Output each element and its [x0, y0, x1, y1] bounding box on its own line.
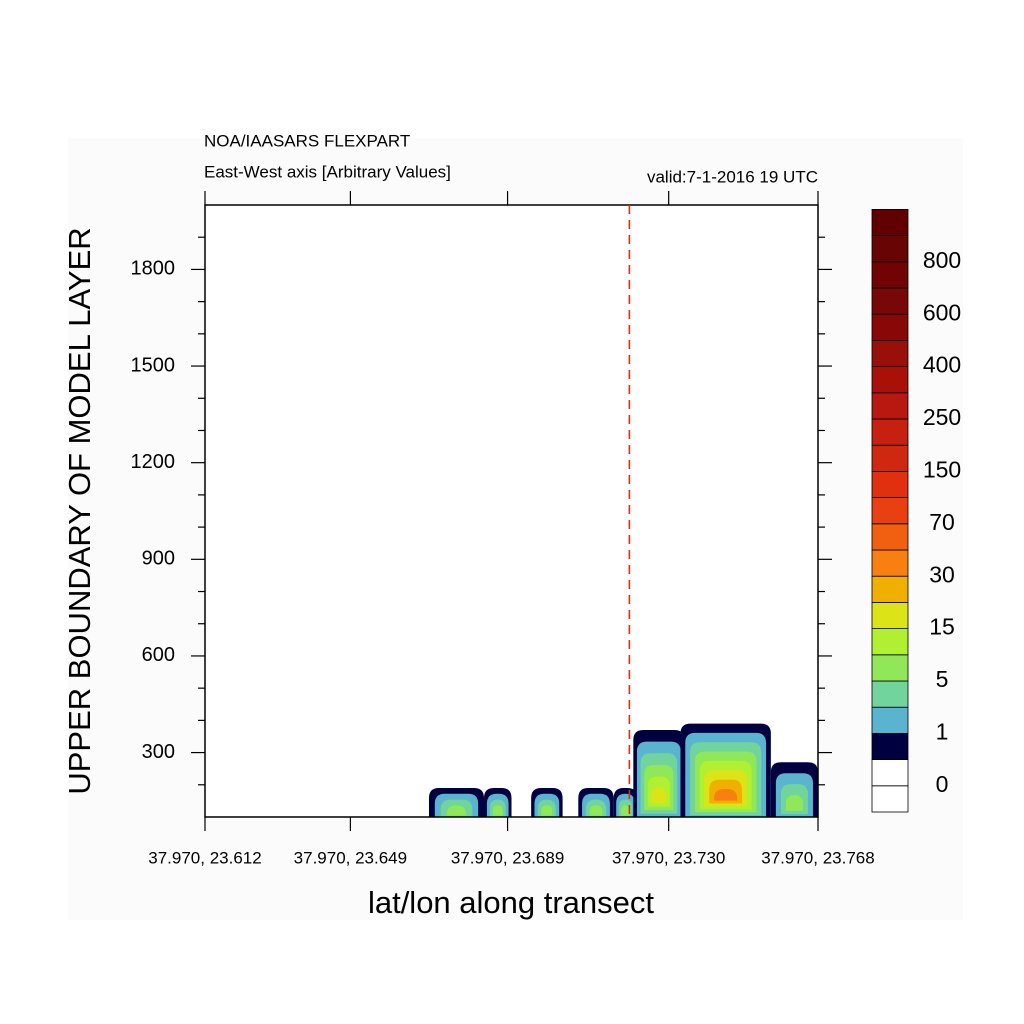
y-tick-label: 1500: [131, 354, 176, 376]
colorbar-box: [871, 733, 909, 761]
colorbar-label: 250: [923, 404, 961, 430]
colorbar-label: 70: [929, 509, 955, 535]
colorbar-box: [871, 261, 909, 289]
colorbar-label: 15: [929, 614, 955, 640]
contours: [428, 723, 818, 817]
x-tick-label: 37.970, 23.768: [761, 848, 874, 867]
colorbar-box: [871, 602, 909, 630]
x-tick-label: 37.970, 23.649: [294, 848, 407, 867]
colorbar-box: [871, 706, 909, 734]
contour-layer: [651, 788, 667, 803]
colorbar-box: [871, 392, 909, 420]
y-axis-label: UPPER BOUNDARY OF MODEL LAYER: [62, 227, 97, 794]
contour-layer: [785, 795, 803, 811]
y-tick-label: 1800: [131, 258, 176, 280]
colorbar-box: [871, 759, 909, 787]
colorbar-label: 5: [936, 666, 949, 692]
chart-title: NOA/IAASARS FLEXPART: [204, 131, 410, 150]
y-tick-label: 300: [142, 741, 175, 763]
colorbar-box: [871, 680, 909, 708]
contour-layer: [714, 788, 738, 801]
contour-layer: [446, 805, 467, 816]
x-tick-label: 37.970, 23.612: [148, 848, 261, 867]
y-tick-label: 600: [142, 644, 175, 666]
colorbar-label: 30: [929, 561, 955, 587]
x-tick-label: 37.970, 23.689: [451, 848, 564, 867]
chart-subtitle: East-West axis [Arbitrary Values]: [204, 162, 451, 181]
colorbar-box: [871, 575, 909, 603]
valid-time: valid:7-1-2016 19 UTC: [647, 167, 818, 186]
y-tick-label: 1200: [131, 451, 176, 473]
x-axis-label: lat/lon along transect: [368, 885, 654, 920]
plot-area: [205, 205, 818, 817]
colorbar-label: 1: [936, 718, 949, 744]
colorbar-label: 0: [936, 771, 949, 797]
colorbar-box: [871, 470, 909, 498]
colorbar-box: [871, 287, 909, 315]
x-tick-label: 37.970, 23.730: [612, 848, 725, 867]
colorbar-label: 800: [923, 247, 961, 273]
contour-layer: [621, 805, 630, 816]
colorbar-label: 150: [923, 456, 961, 482]
colorbar-label: 400: [923, 352, 961, 378]
colorbar-box: [871, 628, 909, 656]
colorbar-box: [871, 549, 909, 577]
colorbar-box: [871, 313, 909, 341]
colorbar-box: [871, 418, 909, 446]
colorbar-box: [871, 339, 909, 367]
colorbar-box: [871, 235, 909, 263]
colorbar-box: [871, 523, 909, 551]
colorbar-box: [871, 654, 909, 682]
y-tick-label: 900: [142, 548, 175, 570]
colorbar-box: [871, 366, 909, 394]
contour-layer: [492, 805, 503, 816]
colorbar-box: [871, 208, 909, 236]
plot-frame: [204, 204, 819, 818]
contour-layer: [541, 805, 553, 816]
colorbar-box: [871, 444, 909, 472]
colorbar-box: [871, 497, 909, 525]
contour-layer: [589, 805, 603, 816]
colorbar-label: 600: [923, 299, 961, 325]
colorbar-box: [871, 785, 909, 813]
